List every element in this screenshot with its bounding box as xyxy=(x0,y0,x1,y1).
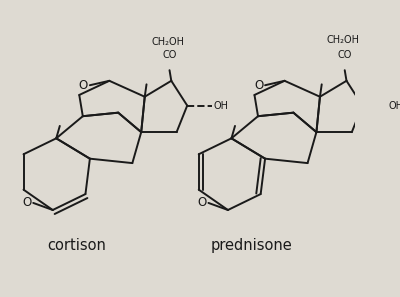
Text: O: O xyxy=(254,79,263,92)
Text: cortison: cortison xyxy=(47,238,106,253)
Text: CO: CO xyxy=(162,50,177,60)
Text: prednisone: prednisone xyxy=(211,238,293,253)
Text: O: O xyxy=(79,79,88,92)
Text: CH₂OH: CH₂OH xyxy=(151,37,184,47)
Text: CH₂OH: CH₂OH xyxy=(326,35,360,45)
Text: CO: CO xyxy=(338,50,352,60)
Text: O: O xyxy=(22,196,32,209)
Text: OH: OH xyxy=(389,101,400,110)
Text: OH: OH xyxy=(214,101,229,110)
Text: O: O xyxy=(198,196,207,209)
